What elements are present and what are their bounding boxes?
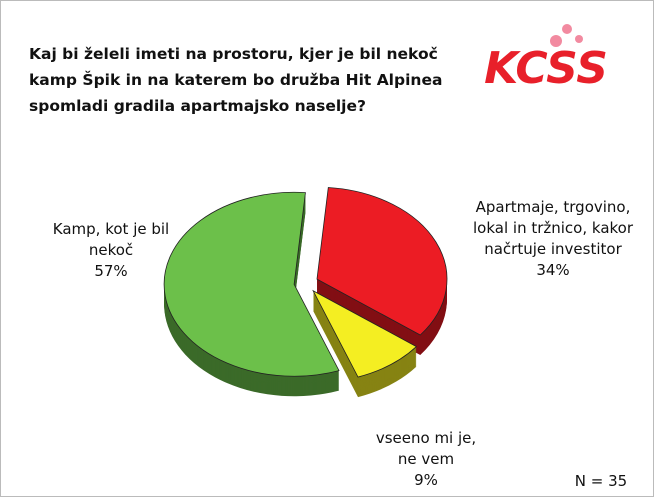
slice-label: vseeno mi je, ne vem 9% [366,428,486,491]
category-label: Apartmaje, trgovino, lokal in tržnico, k… [473,198,634,258]
logo: KCSS [484,24,608,94]
category-label: vseeno mi je, ne vem [375,429,477,468]
annotation: N = 35 [574,472,628,490]
pie-slice [316,187,448,336]
chart-title: Kaj bi želeli imeti na prostoru, kjer je… [29,45,443,115]
slice-label: Apartmaje, trgovino, lokal in tržnico, k… [473,197,633,281]
slice-label: Kamp, kot je bil nekoč 57% [31,219,191,282]
category-label: Kamp, kot je bil nekoč [52,220,170,259]
logo-dot [575,35,583,43]
logo-dot [562,24,572,34]
pie-slice [312,289,418,378]
value-label: 57% [94,262,128,280]
logo-dot [550,35,562,47]
pie-slice [163,191,340,377]
value-label: 9% [414,471,438,489]
value-label: 34% [536,261,570,279]
logo-text: KCSS [484,43,608,94]
